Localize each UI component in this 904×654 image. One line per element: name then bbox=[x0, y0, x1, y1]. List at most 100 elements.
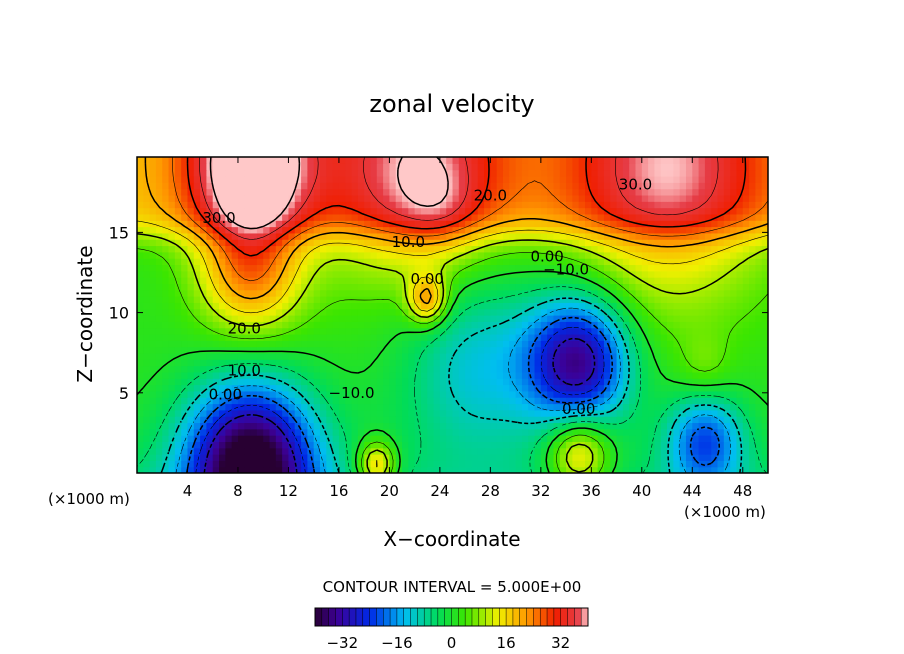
field-cell bbox=[471, 270, 479, 278]
field-cell bbox=[294, 270, 302, 278]
field-cell bbox=[332, 321, 340, 329]
field-cell bbox=[723, 441, 731, 449]
field-cell bbox=[660, 264, 668, 272]
field-cell bbox=[168, 454, 176, 461]
field-cell bbox=[591, 239, 599, 247]
field-cell bbox=[553, 403, 561, 411]
field-cell bbox=[193, 315, 201, 322]
field-cell bbox=[256, 264, 264, 272]
field-cell bbox=[704, 277, 712, 284]
field-cell bbox=[660, 175, 668, 183]
field-cell bbox=[566, 454, 573, 461]
field-cell bbox=[566, 384, 573, 392]
field-cell bbox=[370, 201, 378, 209]
field-cell bbox=[509, 188, 517, 196]
field-cell bbox=[660, 245, 668, 253]
field-cell bbox=[162, 416, 170, 424]
field-cell bbox=[515, 346, 523, 354]
field-cell bbox=[345, 447, 353, 455]
field-cell bbox=[219, 213, 226, 221]
field-cell bbox=[313, 163, 321, 171]
field-cell bbox=[193, 226, 201, 234]
field-cell bbox=[698, 315, 706, 322]
field-cell bbox=[237, 163, 245, 171]
field-cell bbox=[237, 359, 245, 367]
field-cell bbox=[749, 226, 756, 234]
field-cell bbox=[641, 447, 649, 455]
field-cell bbox=[332, 447, 340, 455]
field-cell bbox=[256, 220, 264, 228]
field-cell bbox=[389, 194, 397, 202]
field-cell bbox=[294, 359, 302, 367]
field-cell bbox=[439, 296, 447, 303]
field-cell bbox=[648, 226, 656, 234]
field-cell bbox=[698, 245, 706, 253]
field-cell bbox=[629, 390, 637, 398]
field-cell bbox=[351, 397, 359, 405]
field-cell bbox=[408, 352, 416, 360]
field-cell bbox=[572, 194, 580, 202]
field-cell bbox=[237, 365, 245, 373]
field-cell bbox=[383, 428, 390, 436]
field-cell bbox=[679, 251, 687, 259]
field-cell bbox=[225, 321, 233, 329]
field-cell bbox=[673, 460, 681, 468]
field-cell bbox=[648, 258, 656, 266]
field-cell bbox=[654, 365, 662, 373]
field-cell bbox=[603, 169, 611, 177]
field-cell bbox=[477, 220, 485, 228]
field-cell bbox=[540, 327, 548, 335]
field-cell bbox=[566, 416, 573, 424]
field-cell bbox=[389, 384, 397, 392]
field-cell bbox=[547, 359, 555, 367]
field-cell bbox=[660, 384, 668, 392]
field-cell bbox=[162, 333, 170, 341]
field-cell bbox=[761, 289, 768, 297]
field-cell bbox=[534, 352, 542, 360]
field-cell bbox=[553, 435, 561, 442]
field-cell bbox=[225, 384, 233, 392]
field-cell bbox=[566, 175, 573, 183]
field-cell bbox=[540, 409, 548, 417]
field-cell bbox=[206, 333, 214, 341]
field-cell bbox=[749, 333, 756, 341]
field-cell bbox=[528, 169, 536, 177]
field-cell bbox=[704, 308, 712, 316]
field-cell bbox=[383, 163, 390, 171]
field-cell bbox=[256, 308, 264, 316]
field-cell bbox=[761, 333, 768, 341]
field-cell bbox=[654, 435, 662, 442]
field-cell bbox=[294, 390, 302, 398]
field-cell bbox=[332, 188, 340, 196]
field-cell bbox=[749, 454, 756, 461]
field-cell bbox=[174, 403, 182, 411]
field-cell bbox=[667, 466, 674, 473]
field-cell bbox=[749, 340, 756, 348]
field-cell bbox=[578, 340, 586, 348]
field-cell bbox=[313, 384, 321, 392]
field-cell bbox=[351, 308, 359, 316]
field-cell bbox=[427, 454, 435, 461]
field-cell bbox=[332, 340, 340, 348]
field-cell bbox=[383, 346, 390, 354]
field-cell bbox=[307, 422, 315, 430]
field-cell bbox=[345, 270, 353, 278]
field-cell bbox=[143, 163, 151, 171]
field-cell bbox=[692, 371, 700, 379]
field-cell bbox=[288, 378, 296, 386]
field-cell bbox=[250, 384, 258, 392]
field-cell bbox=[395, 296, 403, 303]
field-cell bbox=[332, 416, 340, 424]
field-cell bbox=[383, 422, 390, 430]
field-cell bbox=[635, 447, 643, 455]
field-cell bbox=[162, 226, 170, 234]
field-cell bbox=[282, 390, 290, 398]
field-cell bbox=[452, 157, 460, 164]
field-cell bbox=[174, 428, 182, 436]
field-cell bbox=[528, 441, 536, 449]
field-cell bbox=[723, 422, 731, 430]
field-cell bbox=[698, 428, 706, 436]
field-cell bbox=[566, 346, 573, 354]
field-cell bbox=[547, 460, 555, 468]
field-cell bbox=[534, 340, 542, 348]
